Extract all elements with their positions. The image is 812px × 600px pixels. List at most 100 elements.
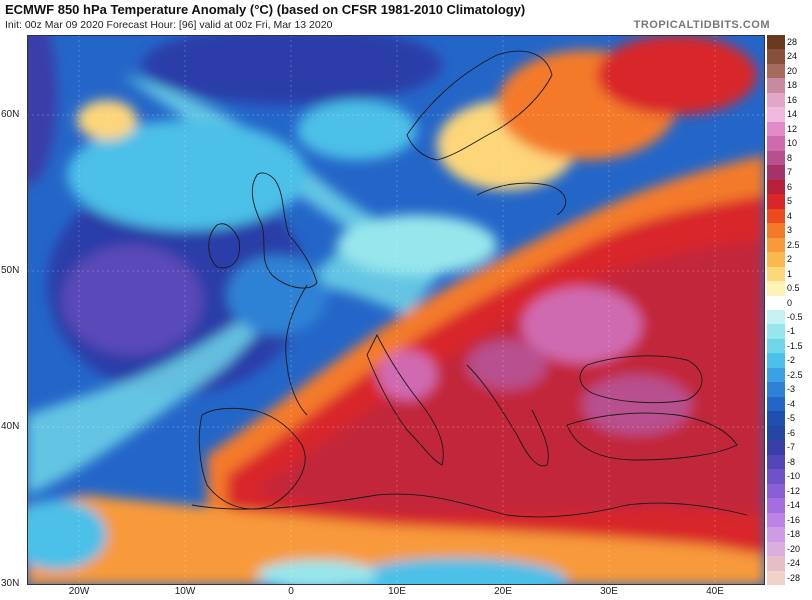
legend-label: -24	[787, 558, 801, 569]
legend-entry: -1.5	[767, 338, 812, 354]
legend-label: 2.5	[787, 239, 800, 250]
anomaly-map[interactable]	[27, 35, 765, 585]
map-subtitle: Init: 00z Mar 09 2020 Forecast Hour: [96…	[5, 19, 333, 31]
legend-swatch	[767, 63, 785, 79]
purple-core-atlantic	[62, 245, 202, 355]
legend-entry: -0.5	[767, 310, 812, 325]
legend-swatch	[767, 338, 785, 354]
brand-watermark: TROPICALTIDBITS.COM	[633, 19, 770, 31]
legend-label: -1	[787, 326, 796, 337]
legend-swatch	[767, 223, 785, 238]
legend-entry: 24	[767, 49, 812, 64]
cool-area-north-atlantic	[67, 120, 307, 230]
lon-label-30e: 30E	[600, 586, 618, 597]
legend-label: 18	[787, 80, 798, 91]
legend-label: 0	[787, 297, 793, 308]
legend-label: -0.5	[787, 312, 803, 322]
legend-label: 24	[787, 51, 798, 62]
legend-swatch	[767, 570, 785, 585]
warm-strip-north-africa	[27, 495, 765, 585]
legend-swatch	[767, 512, 785, 528]
coast-black-sea	[579, 355, 703, 404]
legend-entry: -14	[767, 498, 812, 513]
cool-area-canary	[27, 500, 107, 570]
legend-entry: 28	[767, 35, 812, 50]
legend-entry: 0.5	[767, 281, 812, 296]
legend-swatch	[767, 208, 785, 224]
legend-entry: 2	[767, 252, 812, 267]
legend-swatch	[767, 483, 785, 499]
legend-entry: -8	[767, 454, 812, 470]
legend-swatch	[767, 136, 785, 151]
legend-label: -18	[787, 529, 801, 540]
legend-label: 10	[787, 138, 798, 149]
coast-ireland	[208, 223, 240, 269]
map-frame	[27, 35, 765, 585]
legend-swatch	[767, 454, 785, 470]
magenta-core-italy	[377, 350, 437, 400]
legend-swatch	[767, 92, 785, 108]
legend-entry: -2.5	[767, 367, 812, 383]
coast-britain	[251, 172, 318, 289]
hot-area-russia-north	[597, 35, 757, 115]
legend-label: 5	[787, 196, 793, 207]
legend-swatch	[767, 556, 785, 571]
legend-swatch	[767, 353, 785, 368]
legend-swatch	[767, 310, 785, 325]
coast-iberia	[198, 407, 306, 510]
cool-area-central-europe	[337, 215, 497, 275]
legend-swatch	[767, 78, 785, 93]
legend-label: -20	[787, 543, 801, 554]
legend-entry: -7	[767, 440, 812, 455]
legend-entry: 8	[767, 150, 812, 166]
cool-spot-algeria	[257, 560, 377, 585]
legend-label: 2	[787, 254, 793, 265]
legend-swatch	[767, 425, 785, 441]
coastlines	[191, 50, 748, 518]
legend-swatch	[767, 396, 785, 412]
legend-label: -7	[787, 442, 796, 453]
legend-entry: -10	[767, 469, 812, 484]
lon-label-10e: 10E	[388, 586, 406, 597]
legend-entry: 16	[767, 92, 812, 108]
legend-entry: 2.5	[767, 237, 812, 253]
legend-label: 16	[787, 94, 798, 105]
legend-swatch	[767, 179, 785, 195]
deep-cold-area-north	[142, 35, 442, 105]
coast-north-africa	[191, 493, 748, 518]
legend-entry: 10	[767, 136, 812, 151]
legend-swatch	[767, 150, 785, 166]
cool-area-northsea	[297, 100, 417, 160]
legend-label: -14	[787, 500, 801, 511]
legend-entry: 3	[767, 223, 812, 238]
legend-label: -1.5	[787, 340, 803, 351]
legend-swatch	[767, 194, 785, 209]
legend-entry: 6	[767, 179, 812, 195]
legend-label: 4	[787, 210, 793, 221]
legend-entry: -18	[767, 527, 812, 542]
legend-label: -6	[787, 427, 796, 438]
cool-area-sahara	[347, 558, 567, 585]
legend-entry: 5	[767, 194, 812, 209]
legend-swatch	[767, 295, 785, 310]
legend-entry: 18	[767, 78, 812, 93]
legend-label: -10	[787, 471, 801, 482]
cold-area-uk	[227, 255, 327, 335]
deep-cold-area-west	[27, 35, 57, 185]
legend-swatch	[767, 121, 785, 137]
lat-label-60n: 60N	[1, 109, 20, 120]
legend-entry: -24	[767, 556, 812, 571]
lon-label-10w: 10W	[174, 586, 196, 597]
legend-label: 0.5	[787, 283, 800, 294]
legend-label: -3	[787, 384, 796, 395]
legend-label: 12	[787, 123, 798, 134]
legend-entry: 4	[767, 208, 812, 224]
legend-label: -12	[787, 485, 801, 496]
legend-label: 20	[787, 65, 798, 76]
legend-entry: -4	[767, 396, 812, 412]
legend-swatch	[767, 281, 785, 296]
legend-swatch	[767, 107, 785, 122]
legend-swatch	[767, 266, 785, 282]
map-title: ECMWF 850 hPa Temperature Anomaly (°C) (…	[5, 2, 526, 17]
legend-entry: 7	[767, 165, 812, 180]
